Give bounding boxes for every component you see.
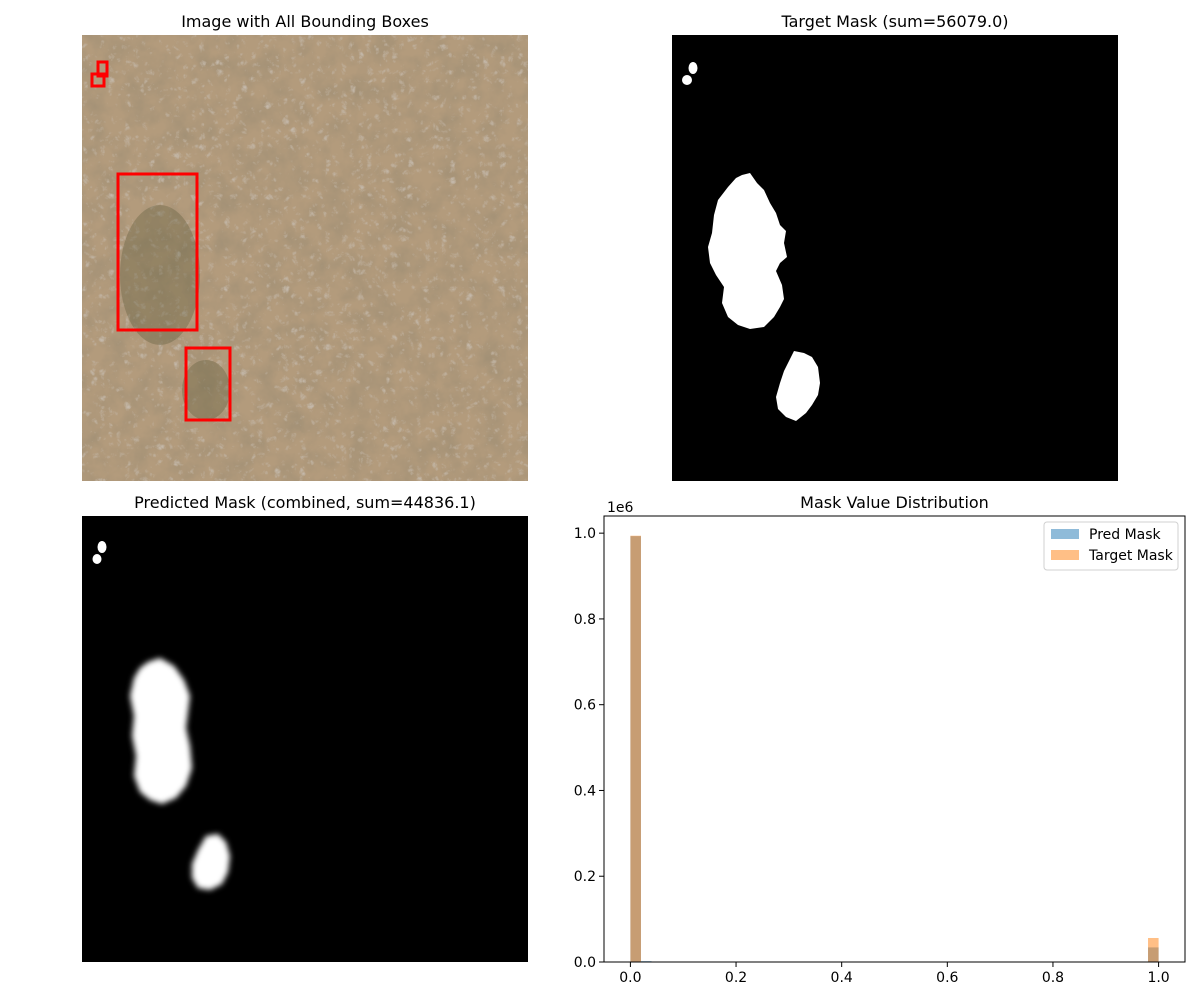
bounding-box (184, 346, 232, 422)
legend-label-pred: Pred Mask (1089, 527, 1162, 543)
x-tick-label: 0.6 (936, 970, 958, 986)
plot-frame (603, 515, 1186, 963)
mask-region (192, 834, 230, 890)
target-panel-title: Target Mask (sum=56079.0) (781, 12, 1009, 31)
legend-swatch-target (1051, 550, 1079, 560)
shrub-patch (182, 360, 230, 420)
mask-region (97, 541, 107, 553)
x-tick-label: 1.0 (1147, 970, 1169, 986)
bounding-box (90, 72, 106, 88)
histogram-bar-target (1148, 937, 1159, 962)
y-offset-label: 1e6 (607, 500, 634, 516)
y-tick-label: 0.8 (574, 612, 596, 628)
image-panel-title: Image with All Bounding Boxes (181, 12, 429, 31)
y-tick-label: 0.0 (574, 955, 596, 971)
y-tick-label: 1.0 (574, 526, 596, 542)
mask-region (708, 173, 787, 329)
shrub-patch (120, 205, 200, 345)
y-tick-label: 0.4 (574, 783, 596, 799)
legend: Pred Mask Target Mask (1043, 521, 1179, 571)
x-tick-label: 0.8 (1042, 970, 1064, 986)
histogram-bar-target (630, 535, 641, 962)
mask-region (682, 75, 692, 85)
y-tick-label: 0.2 (574, 869, 596, 885)
mask-region (688, 62, 698, 74)
mask-region (130, 658, 192, 804)
aerial-image-panel (82, 35, 528, 481)
y-tick-label: 0.6 (574, 698, 596, 714)
x-tick-label: 0.2 (725, 970, 747, 986)
target-mask-panel (672, 35, 1118, 481)
x-tick-label: 0.0 (619, 970, 641, 986)
pred-panel-title: Predicted Mask (combined, sum=44836.1) (134, 493, 476, 512)
shrub-texture (82, 35, 528, 481)
legend-swatch-pred (1051, 529, 1079, 539)
bounding-box (116, 172, 199, 332)
legend-label-target: Target Mask (1088, 548, 1174, 564)
mask-region (776, 351, 820, 421)
hist-panel-title: Mask Value Distribution (800, 493, 989, 512)
mask-region (92, 554, 102, 564)
x-tick-label: 0.4 (831, 970, 853, 986)
predicted-mask-panel (82, 516, 528, 962)
